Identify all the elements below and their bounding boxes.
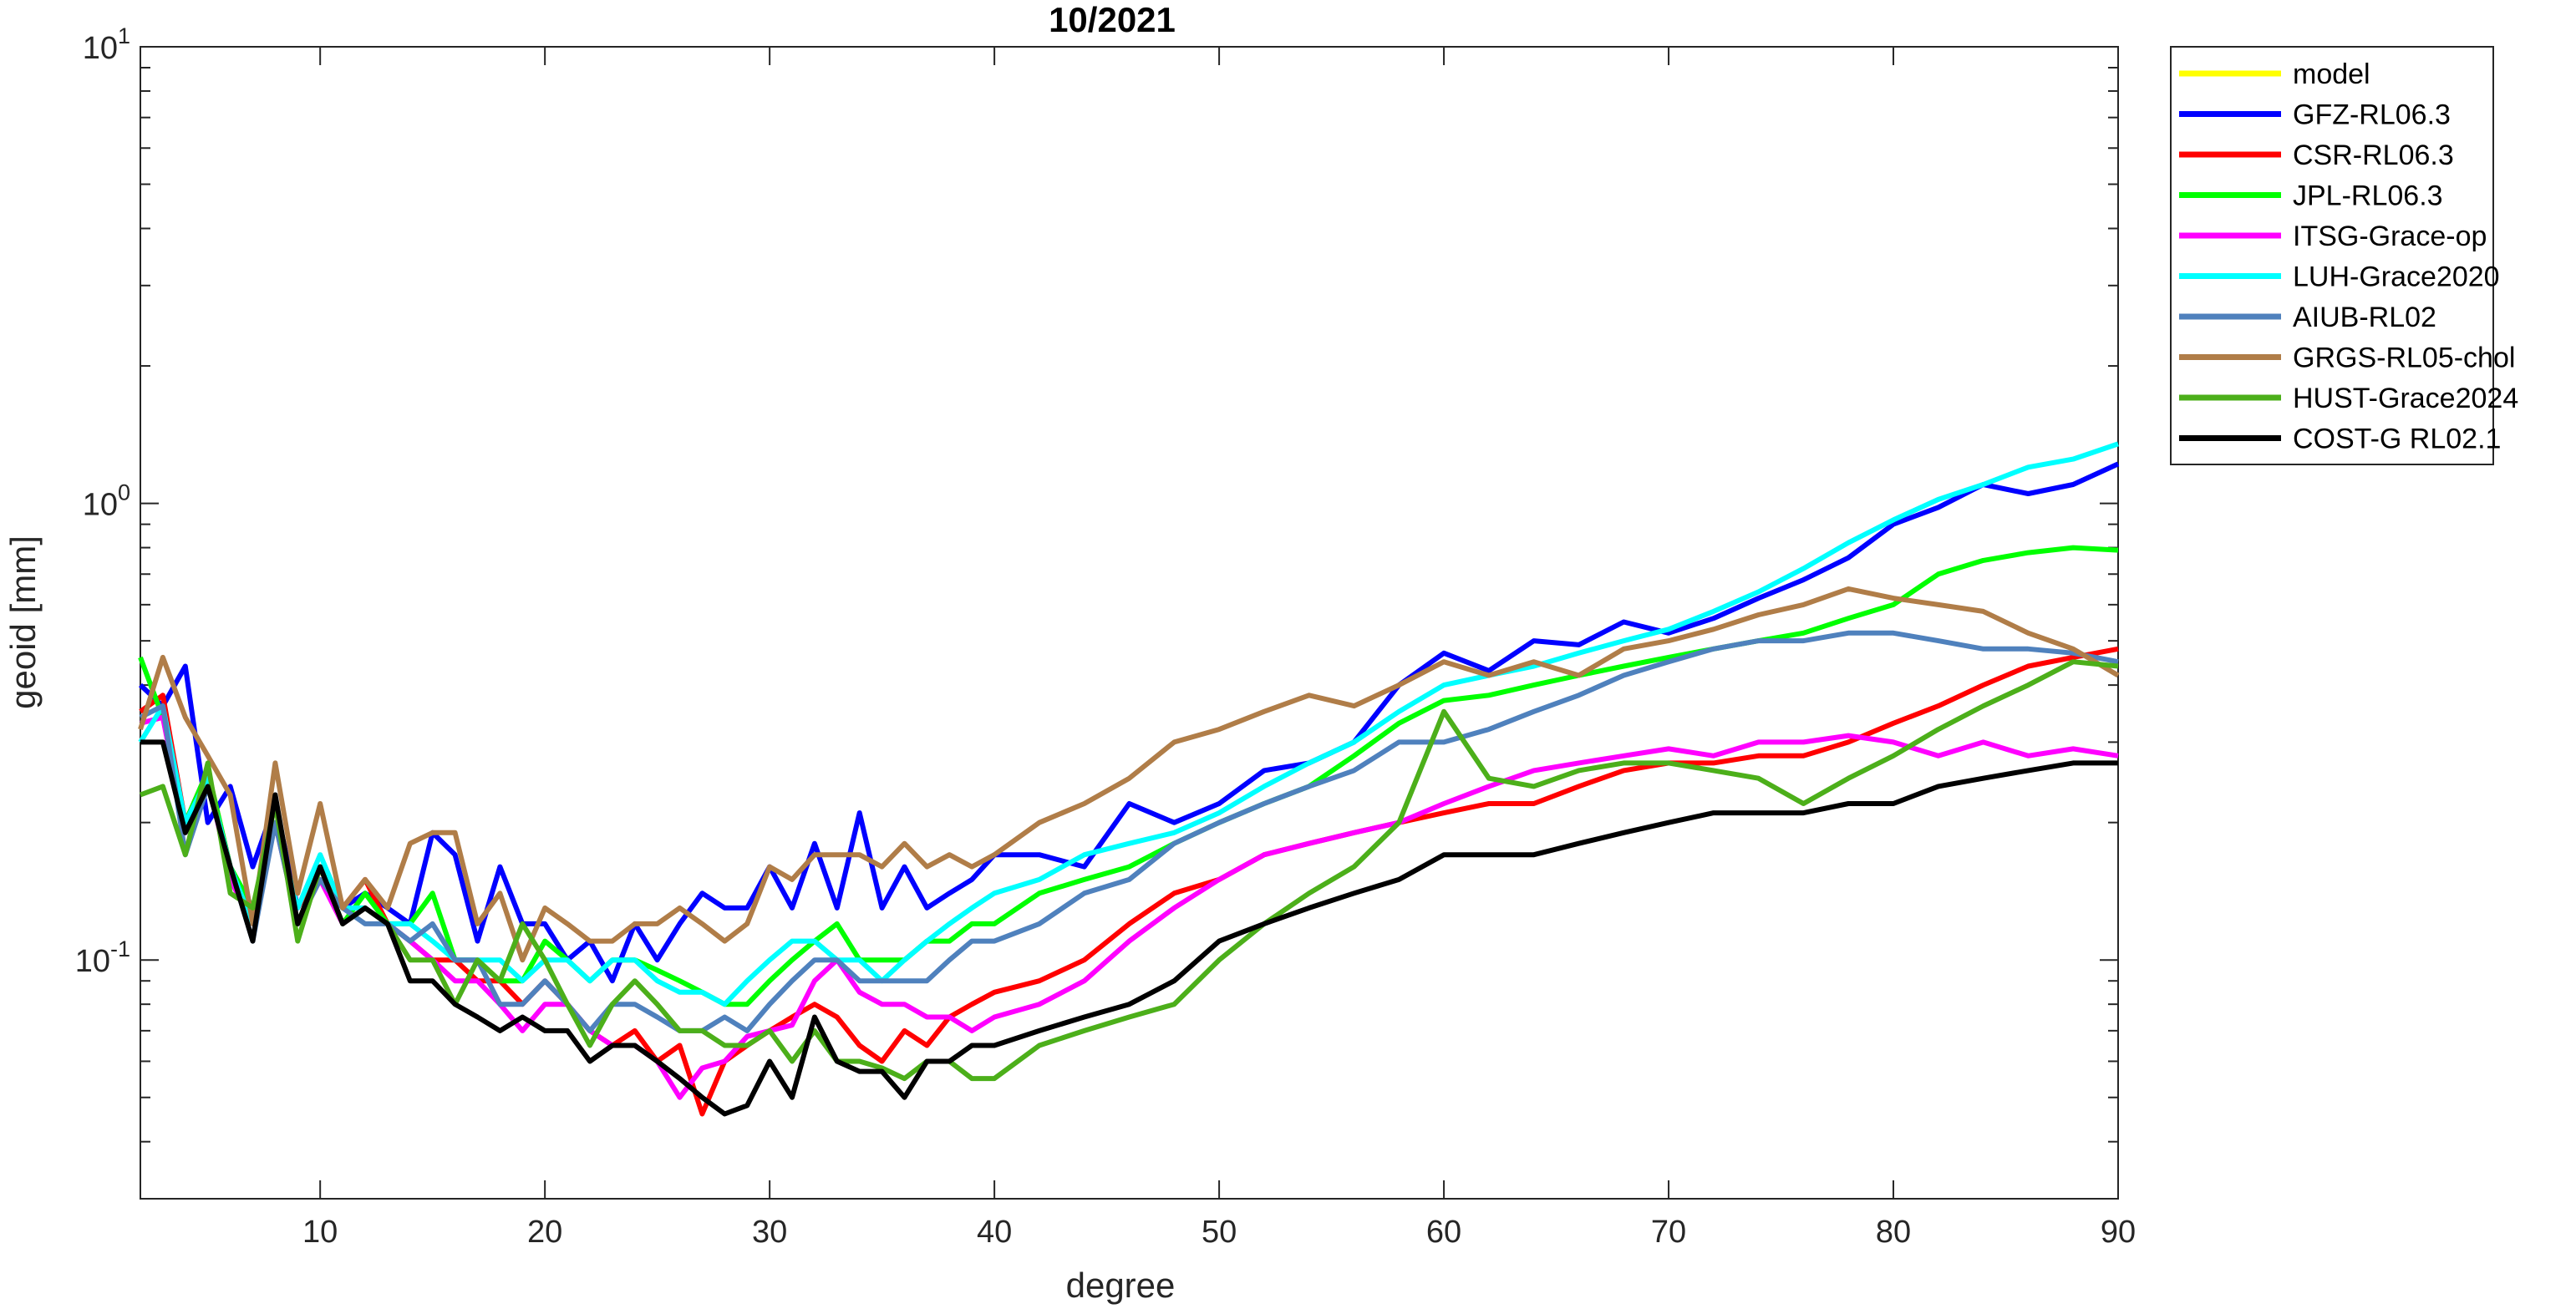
y-tick-label: 100 (83, 480, 130, 523)
x-tick-label: 60 (1426, 1215, 1461, 1250)
legend-label: GFZ-RL06.3 (2293, 99, 2451, 131)
series-lines (138, 441, 2120, 1117)
series-line-cost-g-rl02-1 (140, 739, 2118, 1117)
legend-label: CSR-RL06.3 (2293, 140, 2454, 171)
y-tick-label: 10-1 (75, 936, 130, 979)
x-tick-label: 90 (2101, 1215, 2136, 1250)
chart-title: 10/2021 (1049, 0, 1176, 39)
y-axis-title: geoid [mm] (3, 535, 43, 709)
series-line-csr-rl06-3 (139, 646, 2119, 1117)
x-tick-label: 70 (1651, 1215, 1686, 1250)
x-axis-title: degree (1066, 1266, 1176, 1305)
x-tick-label: 40 (977, 1215, 1012, 1250)
y-tick-label: 101 (83, 23, 130, 66)
series-line-jpl-rl06-3 (138, 545, 2119, 1007)
legend-label: COST-G RL02.1 (2293, 424, 2501, 455)
x-tick-label: 10 (302, 1215, 338, 1250)
legend-label: JPL-RL06.3 (2293, 180, 2443, 212)
x-tick-label: 30 (752, 1215, 787, 1250)
plot-area (140, 46, 2119, 1200)
x-tick-label: 80 (1876, 1215, 1911, 1250)
y-axis: 101 100 10-1 (75, 23, 2118, 1200)
series-line-aiub-rl02 (139, 630, 2119, 1033)
series-line-grgs-rl05-chol (138, 586, 2120, 963)
x-tick-label: 20 (527, 1215, 562, 1250)
legend-label: AIUB-RL02 (2293, 302, 2436, 333)
legend-label: HUST-Grace2024 (2293, 383, 2518, 414)
legend-label: model (2293, 58, 2370, 90)
legend: model GFZ-RL06.3 CSR-RL06.3 JPL-RL06.3 ITSG-… (2170, 46, 2518, 465)
legend-label: GRGS-RL05-chol (2293, 342, 2515, 374)
legend-label: LUH-Grace2020 (2293, 261, 2500, 293)
x-tick-label: 50 (1202, 1215, 1237, 1250)
legend-label: ITSG-Grace-op (2293, 221, 2487, 252)
x-axis: 10 20 30 40 50 60 70 80 90 (302, 47, 2136, 1250)
